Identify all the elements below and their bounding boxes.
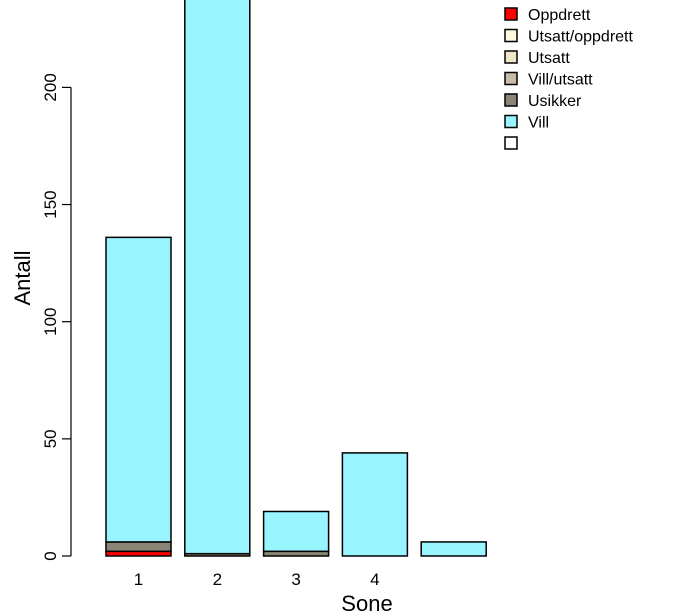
legend-swatch (504, 28, 518, 43)
legend: Oppdrett Utsatt/oppdrett Utsatt Vill/utsatt… (504, 7, 634, 150)
x-tick-label: 4 (370, 570, 379, 589)
bar-segment-vill-2 (184, 0, 251, 555)
y-axis: 0 50 100 150 200 (41, 73, 72, 561)
legend-label: Vill (528, 115, 549, 132)
legend-swatch (504, 93, 518, 107)
x-axis-labels: 1 2 3 4 (134, 570, 380, 589)
legend-swatch (504, 71, 518, 86)
y-tick-label: 200 (41, 73, 60, 101)
legend-swatch (504, 114, 518, 129)
legend-swatch (504, 136, 518, 150)
legend-swatch (504, 50, 518, 64)
legend-label: Oppdrett (528, 7, 591, 24)
x-tick-label: 2 (213, 570, 222, 589)
y-tick-label: 0 (41, 551, 60, 560)
x-tick-label: 1 (134, 570, 143, 589)
legend-label: Usikker (528, 93, 582, 110)
y-tick-label: 50 (41, 429, 60, 448)
y-axis-title: Antall (10, 250, 35, 305)
bar-segment-usikker-1 (105, 541, 172, 553)
bar-segment-vill-3 (262, 510, 330, 553)
bar-segment-vill-1 (105, 236, 172, 543)
legend-label: Utsatt (528, 50, 570, 67)
legend-swatch (504, 7, 518, 21)
y-tick-label: 150 (41, 190, 60, 218)
bar-segment-vill-5 (420, 541, 487, 557)
y-tick-label: 100 (41, 308, 60, 336)
bars-layer (105, 0, 487, 557)
legend-label: Utsatt/oppdrett (528, 29, 634, 46)
bar-segment-vill-4 (341, 452, 409, 557)
x-axis-title: Sone (341, 591, 392, 616)
legend-label: Vill/utsatt (528, 72, 593, 89)
x-tick-label: 3 (291, 570, 300, 589)
